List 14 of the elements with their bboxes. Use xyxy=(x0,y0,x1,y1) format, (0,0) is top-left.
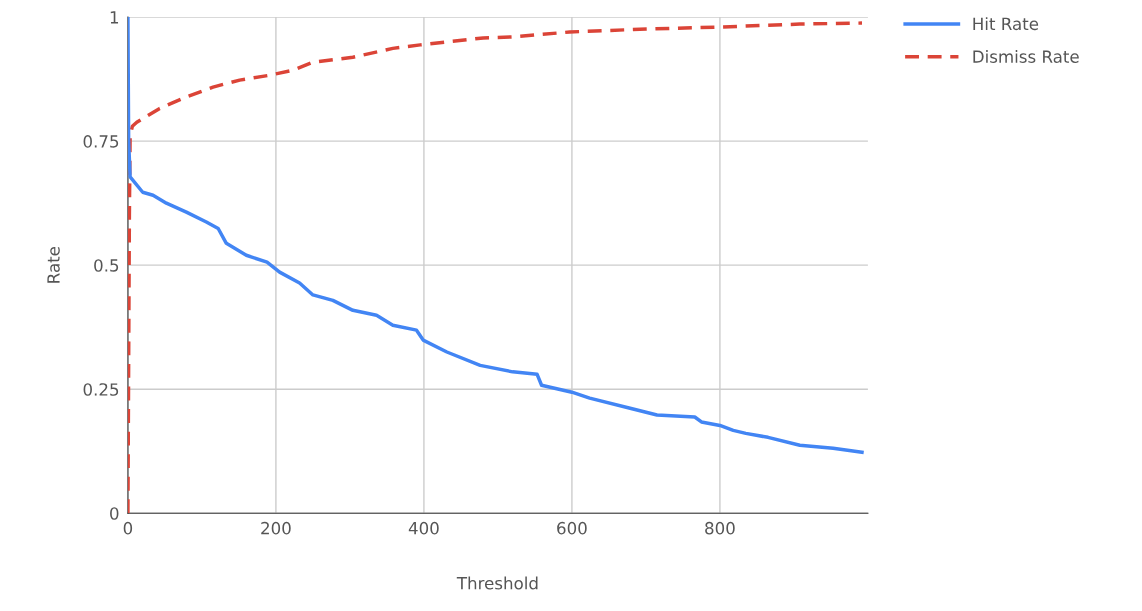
x-tick-label: 200 xyxy=(261,521,291,535)
x-tick-label: 400 xyxy=(408,521,439,535)
y-tick-label: 0.25 xyxy=(83,383,119,396)
x-axis-title: Threshold xyxy=(456,576,538,590)
y-tick-label: 0 xyxy=(110,507,119,520)
x-tick-label: 0 xyxy=(123,521,133,535)
y-axis-title: Rate xyxy=(47,246,60,283)
x-tick-label: 800 xyxy=(705,521,735,535)
legend-label: Hit Rate xyxy=(973,17,1039,31)
y-tick-label: 0.75 xyxy=(83,135,119,148)
x-tick-label: 600 xyxy=(557,521,587,535)
legend-label: Dismiss Rate xyxy=(973,50,1079,63)
y-tick-label: 1 xyxy=(110,11,119,24)
y-tick-label: 0.5 xyxy=(94,259,119,272)
